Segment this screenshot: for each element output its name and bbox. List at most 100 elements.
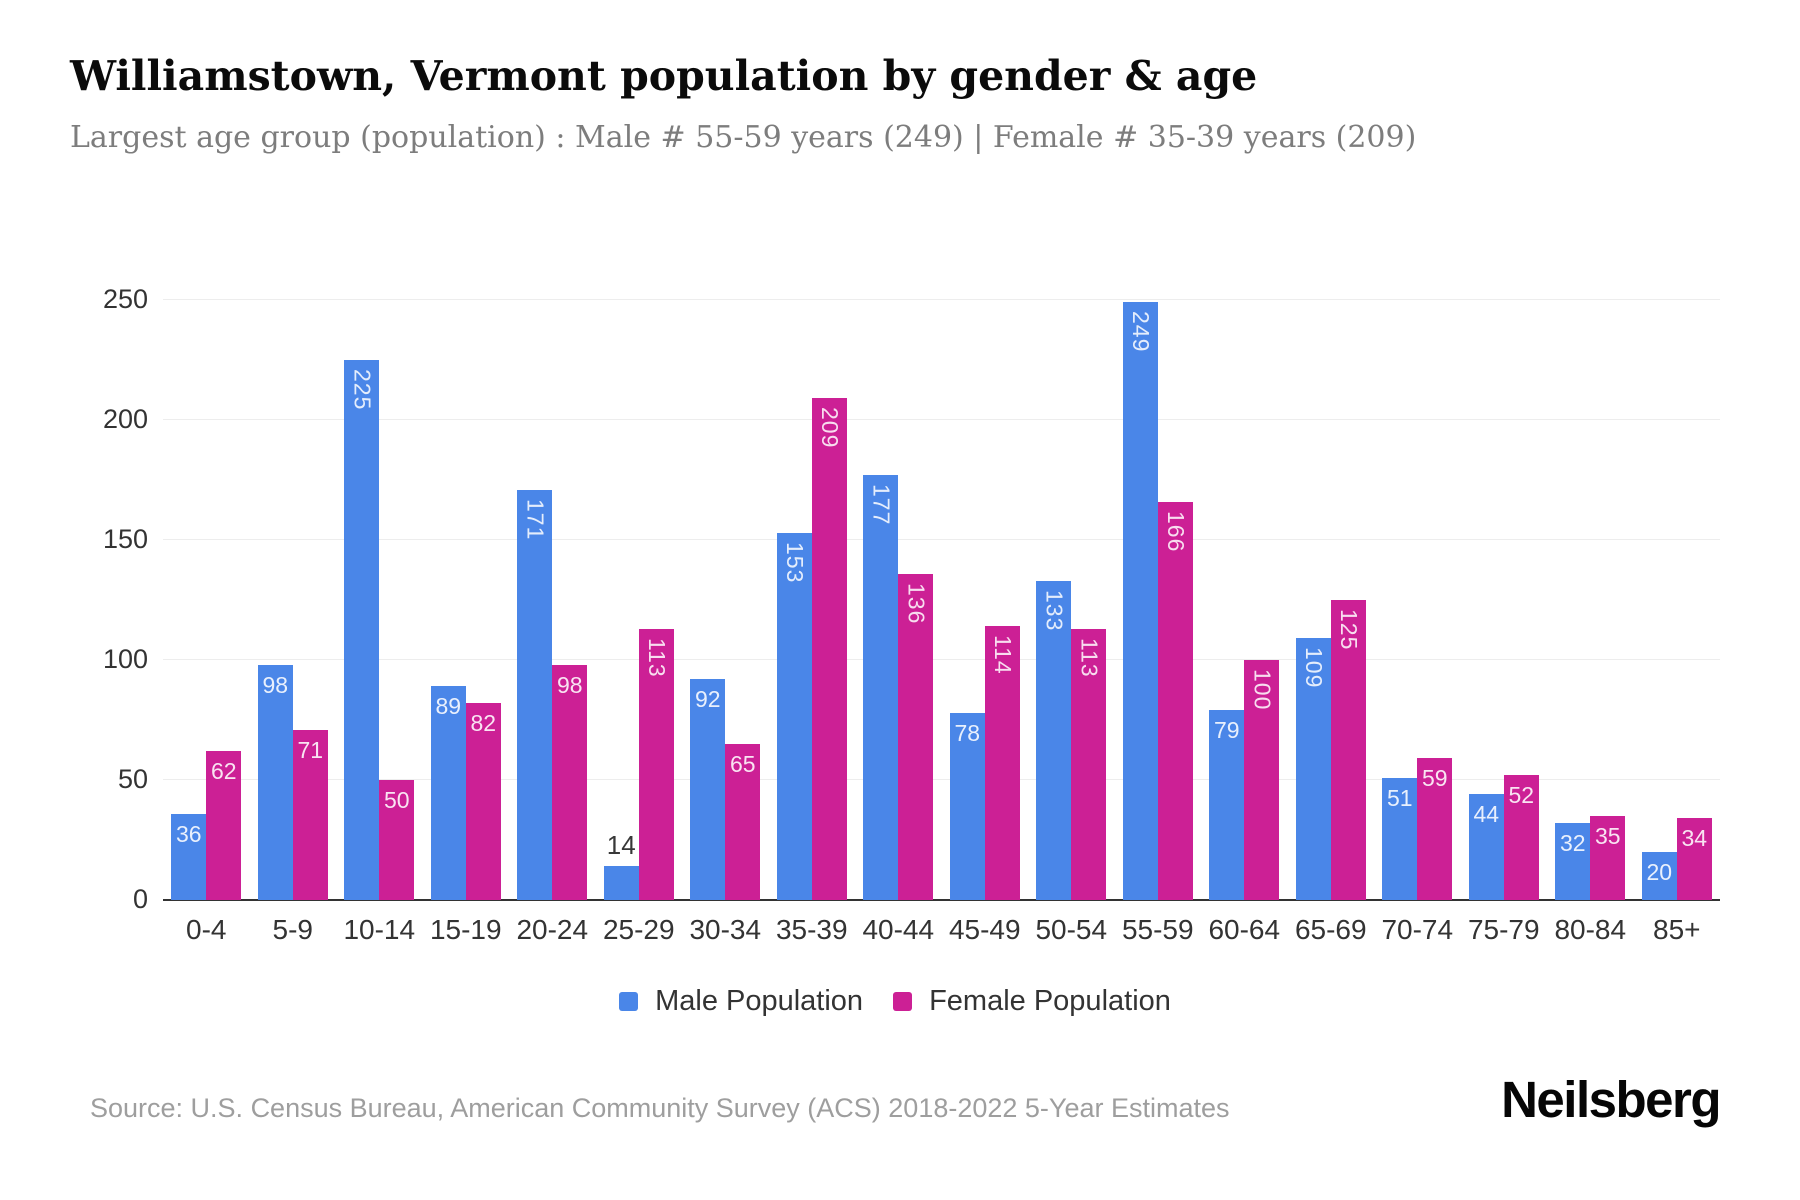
- gridline: [163, 419, 1720, 420]
- bar-male-45-49[interactable]: 78: [949, 712, 985, 900]
- bar-male-10-14[interactable]: 225: [344, 360, 380, 900]
- bar-male-50-54[interactable]: 133: [1036, 580, 1072, 900]
- bar-value-label: 92: [694, 686, 721, 713]
- bar-female-25-29[interactable]: 113: [638, 628, 674, 900]
- bar-male-25-29[interactable]: 14: [603, 830, 639, 900]
- bar-female-50-54[interactable]: 113: [1071, 628, 1107, 900]
- bar-value-label: 71: [297, 736, 324, 763]
- bar-group-0-4: 36 62 0-4: [163, 300, 250, 945]
- x-axis-label-60-64: 60-64: [1208, 914, 1281, 945]
- y-axis-label: 100: [102, 644, 148, 674]
- bar-value-label: 249: [1127, 311, 1154, 353]
- bar-group-55-59: 249 166 55-59: [1115, 300, 1202, 945]
- bar-value-label: 78: [954, 719, 981, 746]
- bar-value-label: 109: [1300, 647, 1327, 689]
- bar-value-label: 34: [1681, 825, 1708, 852]
- bar-group-60-64: 79 100 60-64: [1201, 300, 1288, 945]
- bar-male-65-69[interactable]: 109: [1295, 638, 1331, 900]
- bar-value-label: 98: [556, 671, 583, 698]
- bar-male-35-39[interactable]: 153: [776, 532, 812, 900]
- bar-group-45-49: 78 114 45-49: [942, 300, 1029, 945]
- bar-female-80-84[interactable]: 35: [1590, 816, 1626, 900]
- legend-swatch-male: [619, 992, 639, 1011]
- bar-male-75-79[interactable]: 44: [1468, 794, 1504, 900]
- bar-female-55-59[interactable]: 166: [1157, 501, 1193, 900]
- bar-male-85+[interactable]: 20: [1641, 852, 1677, 900]
- x-axis-label-35-39: 35-39: [775, 914, 848, 945]
- bar-male-70-74[interactable]: 51: [1382, 777, 1418, 900]
- legend-item-female[interactable]: Female Population: [893, 985, 1171, 1018]
- bar-male-15-19[interactable]: 89: [430, 686, 466, 900]
- bar-value-label: 44: [1473, 801, 1500, 828]
- bar-group-80-84: 32 35 80-84: [1547, 300, 1634, 945]
- bar-female-0-4[interactable]: 62: [206, 751, 242, 900]
- x-axis-label-45-49: 45-49: [948, 914, 1021, 945]
- bar-female-30-34[interactable]: 65: [725, 744, 761, 900]
- legend-label-female: Female Population: [929, 985, 1171, 1017]
- gridline: [163, 659, 1720, 660]
- bar-value-label: 65: [729, 751, 756, 777]
- bar-female-45-49[interactable]: 114: [984, 626, 1020, 900]
- bar-male-5-9[interactable]: 98: [257, 664, 293, 900]
- bar-value-label: 35: [1594, 823, 1621, 849]
- x-axis-label-50-54: 50-54: [1035, 914, 1108, 945]
- x-axis-label-70-74: 70-74: [1381, 914, 1454, 945]
- bar-value-label: 89: [435, 693, 462, 720]
- source-note: Source: U.S. Census Bureau, American Com…: [90, 1093, 1230, 1123]
- bar-female-15-19[interactable]: 82: [465, 703, 501, 900]
- legend-label-male: Male Population: [655, 985, 864, 1017]
- bar-male-0-4[interactable]: 36: [171, 813, 207, 900]
- bar-value-label: 125: [1335, 609, 1362, 651]
- bar-group-40-44: 177 136 40-44: [855, 300, 942, 945]
- bar-male-55-59[interactable]: 249: [1122, 302, 1158, 900]
- bar-value-label: 225: [349, 369, 376, 411]
- bar-female-10-14[interactable]: 50: [379, 780, 415, 900]
- x-axis-label-30-34: 30-34: [689, 914, 762, 945]
- bar-male-30-34[interactable]: 92: [690, 679, 726, 900]
- bar-value-label: 114: [989, 635, 1016, 676]
- bar-female-35-39[interactable]: 209: [811, 398, 847, 900]
- bar-male-20-24[interactable]: 171: [517, 489, 553, 900]
- bar-value-label: 100: [1249, 669, 1276, 711]
- bar-value-label: 177: [868, 484, 895, 526]
- bar-female-65-69[interactable]: 125: [1330, 600, 1366, 900]
- bar-female-85+[interactable]: 34: [1676, 818, 1712, 900]
- y-axis-label: 250: [102, 284, 148, 314]
- bar-value-label: 82: [470, 710, 497, 737]
- bar-female-40-44[interactable]: 136: [898, 573, 934, 900]
- gridline: [163, 539, 1720, 540]
- x-axis-label-65-69: 65-69: [1294, 914, 1367, 945]
- bar-group-20-24: 171 98 20-24: [509, 300, 596, 945]
- bar-value-label: 98: [262, 671, 289, 698]
- bar-value-label: 20: [1646, 859, 1673, 885]
- x-axis-label-20-24: 20-24: [516, 914, 589, 945]
- bar-female-70-74[interactable]: 59: [1417, 758, 1453, 900]
- chart-subtitle: Largest age group (population) : Male # …: [70, 120, 1417, 155]
- legend-item-male[interactable]: Male Population: [619, 985, 863, 1018]
- bar-value-label: 52: [1508, 782, 1535, 809]
- bar-male-60-64[interactable]: 79: [1209, 710, 1245, 900]
- bar-male-40-44[interactable]: 177: [863, 475, 899, 900]
- bar-value-label: 171: [522, 498, 549, 540]
- bar-female-60-64[interactable]: 100: [1244, 660, 1280, 900]
- legend-swatch-female: [893, 992, 913, 1011]
- bar-value-label: 36: [175, 820, 202, 847]
- bar-male-80-84[interactable]: 32: [1555, 823, 1591, 900]
- bar-value-label: 113: [1076, 637, 1103, 678]
- x-axis-label-85+: 85+: [1653, 914, 1701, 945]
- bar-group-30-34: 92 65 30-34: [682, 300, 769, 945]
- x-axis-label-75-79: 75-79: [1467, 914, 1540, 945]
- bar-group-5-9: 98 71 5-9: [250, 300, 337, 945]
- bar-value-label: 62: [210, 758, 237, 785]
- bar-group-65-69: 109 125 65-69: [1288, 300, 1375, 945]
- bar-female-5-9[interactable]: 71: [292, 729, 328, 900]
- bar-group-50-54: 133 113 50-54: [1028, 300, 1115, 945]
- bar-female-75-79[interactable]: 52: [1503, 775, 1539, 900]
- bar-group-10-14: 225 50 10-14: [336, 300, 423, 945]
- bar-group-85+: 20 34 85+: [1634, 300, 1721, 945]
- bar-female-20-24[interactable]: 98: [552, 664, 588, 900]
- chart-legend: Male Population Female Population: [0, 985, 1790, 1018]
- x-axis-label-80-84: 80-84: [1554, 914, 1627, 945]
- bar-value-label: 153: [781, 541, 808, 584]
- bar-value-label: 50: [383, 787, 410, 813]
